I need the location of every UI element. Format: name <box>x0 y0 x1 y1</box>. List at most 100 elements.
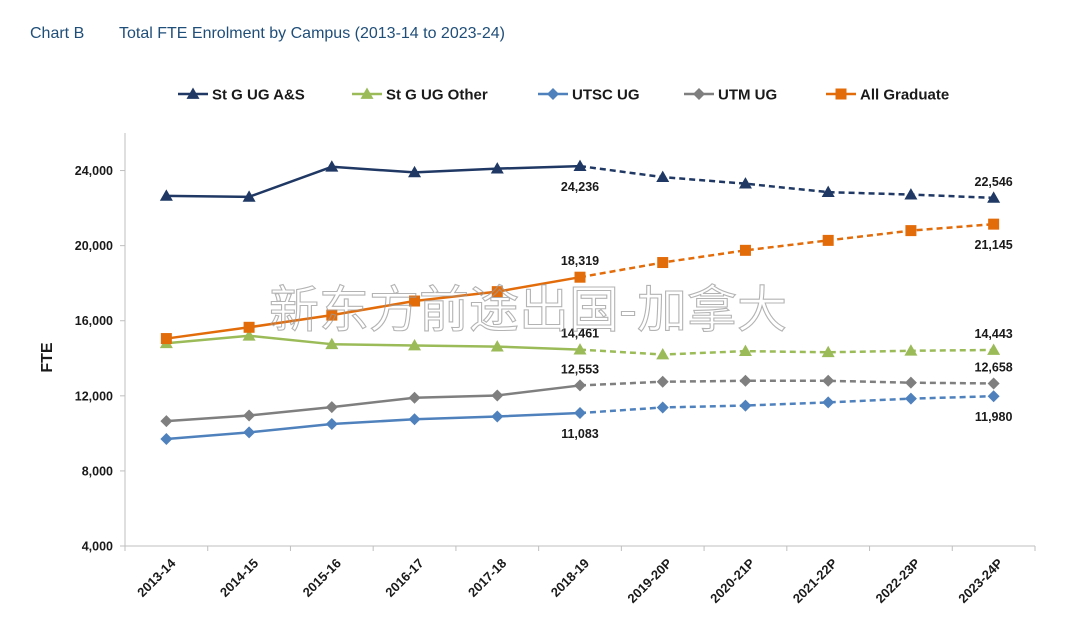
watermark: 新东方前途出国-加拿大 <box>269 281 787 339</box>
data-label: 22,546 <box>975 175 1013 189</box>
data-point <box>243 321 255 333</box>
data-point <box>656 375 669 388</box>
data-point <box>988 218 1000 230</box>
series-line-actual <box>166 384 581 423</box>
series-line-projected <box>579 164 994 200</box>
data-point <box>159 189 173 201</box>
data-point <box>242 329 256 341</box>
data-point <box>738 344 752 357</box>
data-point <box>325 160 339 172</box>
series-st-g-ug-other <box>159 329 1001 360</box>
data-label: 11,083 <box>561 427 599 441</box>
data-point <box>573 159 587 171</box>
data-label: 12,658 <box>975 360 1013 374</box>
data-point <box>987 390 1000 403</box>
legend-item: UTM UG <box>684 87 777 104</box>
series-line-actual <box>166 411 581 441</box>
data-point <box>656 401 669 414</box>
data-point <box>242 190 256 202</box>
x-tick-label: 2022-23P <box>873 555 924 606</box>
x-tick-label: 2017-18 <box>465 556 509 600</box>
data-point <box>243 409 256 422</box>
data-point <box>491 410 504 423</box>
data-point <box>738 177 752 189</box>
data-point <box>408 339 422 351</box>
x-tick-label: 2019-20P <box>624 555 675 606</box>
data-point <box>325 337 339 350</box>
legend-label: All Graduate <box>860 87 949 104</box>
legend-label: St G UG Other <box>386 87 488 104</box>
data-point <box>657 257 669 269</box>
legend-label: UTM UG <box>718 87 777 104</box>
data-point <box>490 162 504 174</box>
data-point <box>574 271 586 283</box>
x-tick-label: 2020-21P <box>707 555 758 606</box>
data-point <box>822 396 835 409</box>
x-tick-label: 2015-16 <box>300 556 344 600</box>
series-layer <box>159 159 1001 445</box>
series-line-projected <box>579 394 994 415</box>
data-point <box>656 170 670 182</box>
legend-label: UTSC UG <box>572 87 640 104</box>
legend-swatch-marker <box>693 88 705 100</box>
data-label: 21,145 <box>975 238 1013 252</box>
legend-label: St G UG A&S <box>212 87 305 104</box>
series-line-actual <box>166 275 581 340</box>
data-label: 12,553 <box>561 362 599 376</box>
chart-caption-label: Chart B <box>30 25 84 42</box>
legend-swatch-marker <box>835 88 847 100</box>
data-point <box>574 379 586 392</box>
legend: St G UG A&S St G UG Other UTSC UG UTM UG All… <box>178 87 949 104</box>
data-point <box>408 391 421 404</box>
y-tick-label: 12,000 <box>75 389 113 403</box>
data-point <box>987 343 1001 355</box>
x-tick-label: 2023-24P <box>955 555 1006 606</box>
data-point <box>408 165 422 178</box>
legend-item: UTSC UG <box>538 87 640 104</box>
legend-swatch-marker <box>360 87 374 99</box>
legend-item: St G UG Other <box>352 87 488 104</box>
data-point <box>409 295 421 307</box>
data-labels: 24,236 22,546 14,461 14,443 11,083 11,980 12,5… <box>561 175 1013 441</box>
data-point <box>821 345 835 358</box>
chart-title: Total FTE Enrolment by Campus (2013-14 t… <box>119 25 505 42</box>
series-line-projected <box>579 222 994 279</box>
data-point <box>987 191 1001 203</box>
data-label: 18,319 <box>561 254 599 268</box>
series-all-graduate <box>160 218 1000 345</box>
data-point <box>904 344 918 356</box>
y-tick-label: 16,000 <box>75 314 113 328</box>
x-tick-label: 2021-22P <box>790 555 841 606</box>
data-point <box>904 376 917 389</box>
legend-item: All Graduate <box>826 87 949 104</box>
data-point <box>408 413 421 426</box>
data-point <box>160 333 172 345</box>
data-point <box>987 377 1000 390</box>
data-point <box>904 188 918 200</box>
series-utsc-ug <box>160 390 1000 445</box>
data-point <box>904 392 917 405</box>
y-tick-label: 4,000 <box>82 540 113 554</box>
data-point <box>905 225 917 237</box>
data-point <box>656 348 670 360</box>
data-point <box>160 432 173 445</box>
data-point <box>822 374 835 387</box>
data-point <box>491 389 504 402</box>
legend-swatch-marker <box>186 87 200 99</box>
data-point <box>160 415 173 428</box>
data-point <box>821 185 835 198</box>
legend-swatch-marker <box>547 88 559 100</box>
data-point <box>243 426 256 439</box>
data-label: 14,461 <box>561 327 599 341</box>
series-st-g-ug-a-s <box>159 159 1001 203</box>
series-line-projected <box>579 348 994 356</box>
data-point <box>491 286 503 298</box>
data-label: 24,236 <box>561 180 599 194</box>
data-point <box>739 244 751 256</box>
series-line-actual <box>166 334 581 351</box>
data-point <box>490 340 504 352</box>
x-tick-label: 2016-17 <box>382 556 426 600</box>
series-line-actual <box>166 164 581 199</box>
data-point <box>574 407 586 420</box>
